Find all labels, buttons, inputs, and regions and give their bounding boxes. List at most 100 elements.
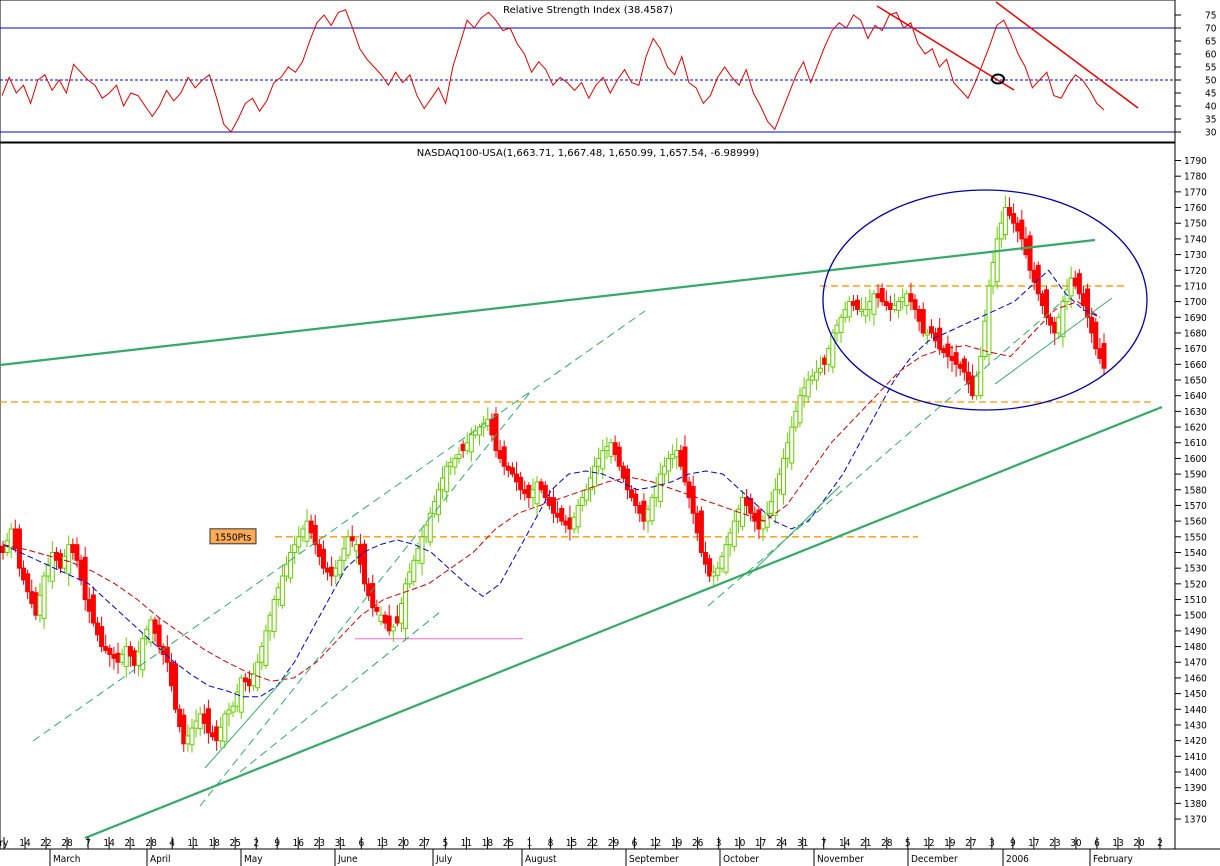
down-candle: [127, 646, 133, 657]
up-candle: [1068, 277, 1074, 297]
down-candle: [1015, 222, 1021, 232]
price-tick-label: 1510: [1184, 595, 1207, 606]
x-tick-label: 7: [821, 838, 827, 849]
price-layer: 1370 1380 1390 1400 1410 1420 1430 1440 1450 1460…: [0, 156, 1207, 826]
down-candle: [156, 624, 162, 648]
x-tick-label: 25: [229, 838, 240, 849]
price-tick-label: 1410: [1184, 752, 1207, 763]
price-level-label: 1550Pts: [215, 532, 252, 543]
down-candle: [86, 599, 92, 612]
x-tick-label: 27: [965, 838, 976, 849]
x-tick-label: 3: [716, 838, 722, 849]
up-candle: [809, 375, 815, 381]
down-candle: [526, 484, 532, 499]
down-candle: [559, 507, 565, 522]
channel-line: [32, 310, 646, 742]
up-candle: [575, 504, 581, 528]
down-candle: [103, 646, 109, 651]
up-candle: [193, 720, 199, 729]
up-candle: [197, 713, 203, 730]
down-candle: [1101, 343, 1107, 369]
up-candle: [924, 332, 930, 336]
down-candle: [312, 524, 318, 546]
down-candle: [505, 465, 511, 471]
down-candle: [928, 326, 934, 334]
down-candle: [633, 493, 639, 506]
rsi-resistance-line: [995, 1, 1139, 109]
down-candle: [493, 413, 499, 452]
x-month-label: February: [1093, 854, 1133, 865]
up-candle: [464, 442, 470, 452]
price-tick-label: 1610: [1184, 438, 1207, 449]
up-candle: [739, 497, 745, 527]
up-candle: [468, 434, 474, 453]
down-candle: [94, 622, 100, 636]
down-candle: [855, 299, 861, 310]
x-tick-label: 31: [335, 838, 346, 849]
up-candle: [649, 497, 655, 522]
x-month-label: June: [337, 854, 358, 865]
up-candle: [793, 410, 799, 428]
down-candle: [1089, 316, 1095, 334]
down-candle: [953, 352, 959, 365]
rsi-resistance-line: [876, 5, 1015, 91]
up-candle: [674, 450, 680, 458]
down-candle: [887, 302, 893, 310]
up-candle: [267, 614, 273, 632]
down-candle: [53, 551, 59, 561]
down-candle: [961, 358, 967, 373]
x-tick-label: 28: [881, 838, 893, 849]
up-candle: [834, 324, 840, 334]
up-candle: [271, 599, 277, 632]
up-candle: [123, 646, 129, 668]
x-tick-label: 9: [1010, 838, 1016, 849]
x-month-label: December: [911, 854, 958, 865]
up-candle: [727, 532, 733, 546]
up-candle: [407, 571, 413, 585]
down-candle: [374, 606, 380, 612]
up-candle: [661, 465, 667, 475]
down-candle: [152, 619, 158, 634]
up-candle: [776, 473, 782, 491]
up-candle: [148, 619, 154, 643]
price-tick-label: 1500: [1184, 611, 1207, 622]
price-title: NASDAQ100-USA(1,663.71, 1,667.48, 1,650.…: [417, 148, 760, 159]
down-candle: [181, 714, 187, 745]
down-candle: [210, 732, 216, 738]
up-candle: [994, 238, 1000, 283]
down-candle: [945, 343, 951, 357]
up-candle: [263, 630, 269, 666]
down-candle: [173, 663, 179, 710]
rsi-tick-label: 30: [1205, 128, 1217, 139]
down-candle: [970, 375, 976, 397]
x-month-label: March: [53, 854, 80, 865]
x-tick-label: 30: [1070, 838, 1082, 849]
up-candle: [304, 520, 310, 542]
x-tick-label: 13: [377, 838, 388, 849]
up-candle: [477, 426, 483, 436]
price-tick-label: 1370: [1184, 815, 1207, 826]
price-tick-label: 1490: [1184, 626, 1207, 637]
down-candle: [0, 545, 6, 553]
down-candle: [111, 653, 117, 659]
down-candle: [131, 650, 137, 666]
price-tick-label: 1570: [1184, 501, 1207, 512]
up-candle: [645, 508, 651, 522]
down-candle: [822, 357, 828, 365]
x-tick-label: 20: [398, 838, 410, 849]
x-tick-label: 24: [776, 838, 788, 849]
price-tick-label: 1790: [1184, 156, 1207, 167]
up-candle: [653, 485, 659, 499]
x-tick-label: 14: [103, 838, 115, 849]
long-trendline-upper: [0, 238, 1096, 367]
x-tick-label: 20: [1133, 838, 1145, 849]
up-candle: [1060, 301, 1066, 338]
x-tick-label: 17: [1028, 838, 1039, 849]
rsi-tick-label: 50: [1205, 76, 1217, 87]
x-tick-label: 18: [482, 838, 494, 849]
up-candle: [378, 614, 384, 622]
x-tick-label: 21: [860, 838, 871, 849]
up-candle: [288, 551, 294, 579]
